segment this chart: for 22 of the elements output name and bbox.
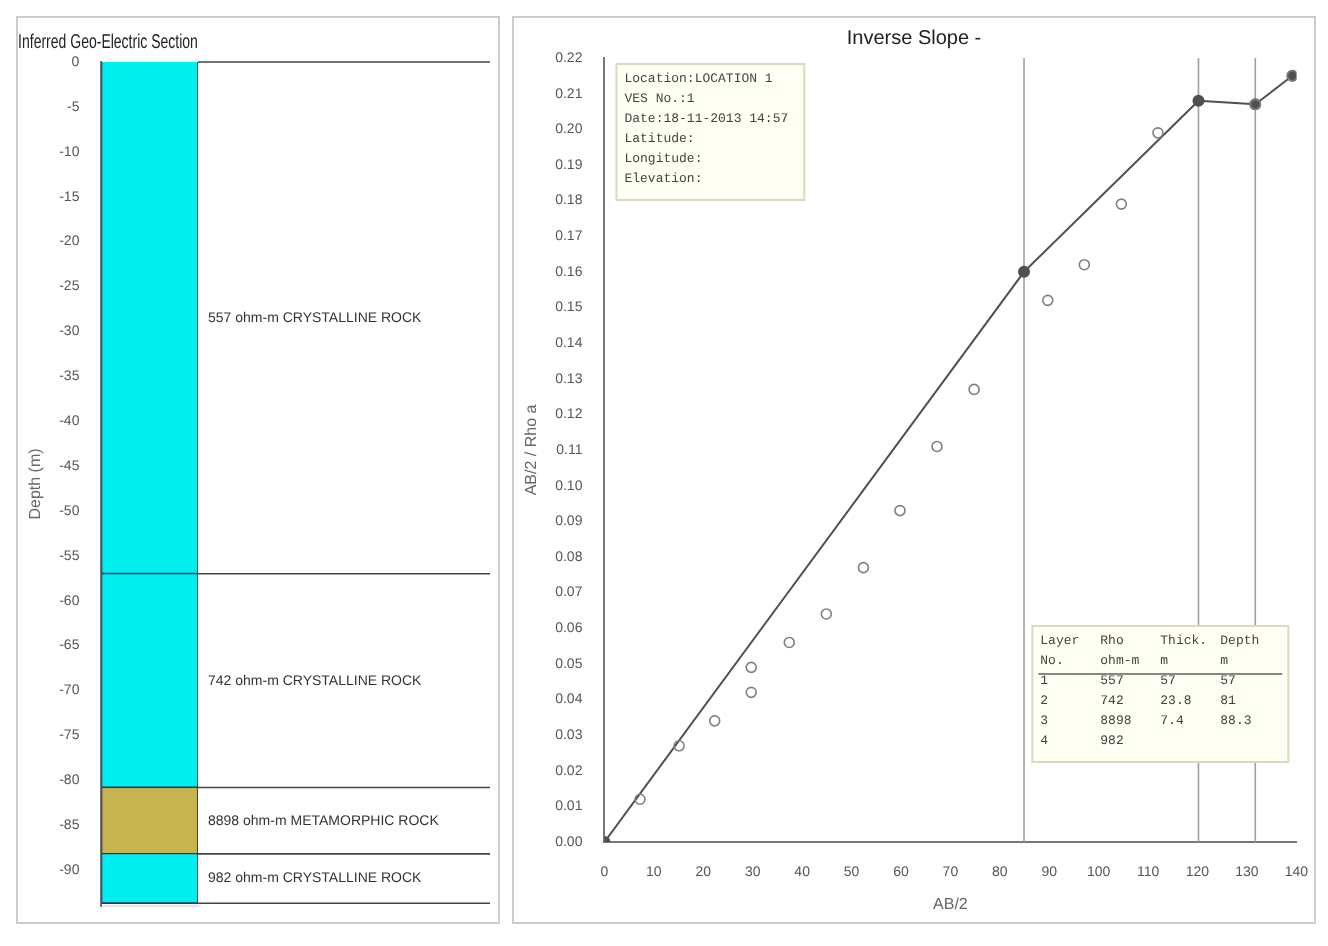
point xyxy=(968,383,980,396)
point xyxy=(1115,198,1128,210)
point xyxy=(783,636,796,649)
point xyxy=(708,715,721,727)
point xyxy=(1018,265,1031,278)
chart-title: Inferred Geo-Electric Section xyxy=(18,28,199,53)
point xyxy=(820,608,833,620)
point xyxy=(931,440,943,453)
point xyxy=(1192,94,1205,107)
point xyxy=(857,561,870,574)
point xyxy=(745,686,758,699)
y-axis-title: Depth (m) xyxy=(26,447,45,520)
point xyxy=(634,793,646,806)
point xyxy=(1078,258,1091,271)
x-axis-title: AB/2 xyxy=(933,894,969,913)
point xyxy=(673,739,685,752)
point xyxy=(745,661,758,674)
y-axis-title: AB/2 / Rho a xyxy=(522,403,541,496)
chart-title: Inverse Slope - xyxy=(846,27,982,50)
point xyxy=(894,504,906,517)
point xyxy=(1041,294,1054,307)
point xyxy=(1152,127,1164,139)
